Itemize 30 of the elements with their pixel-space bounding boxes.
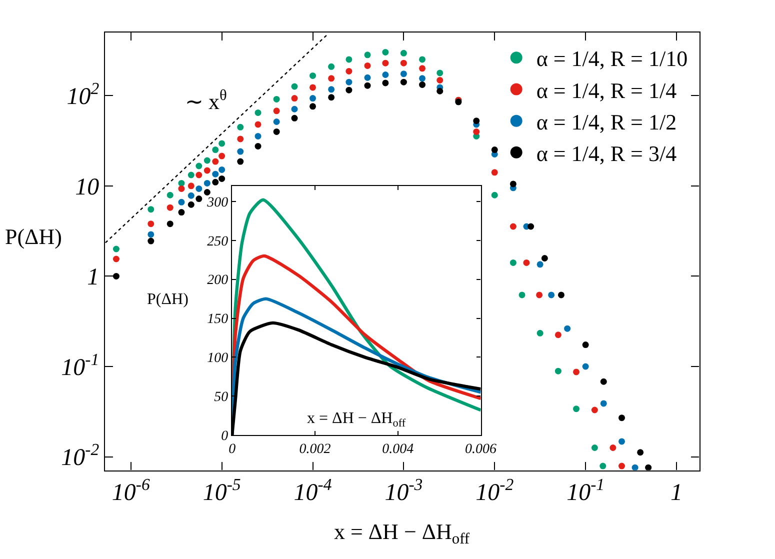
legend-label: α = 1/4, R = 1/2 bbox=[536, 109, 677, 134]
x-axis-title: x = ΔH − ΔH$_{off}$ bbox=[334, 519, 470, 548]
x-tick-label: 10$^{-1}$ bbox=[566, 475, 605, 506]
x-tick-label: 10$^{-4}$ bbox=[294, 475, 332, 506]
y-axis-title: P(ΔH) bbox=[147, 291, 188, 308]
y-tick-label: 10 bbox=[75, 174, 100, 200]
y-tick-label: 150 bbox=[207, 312, 228, 328]
legend-label: α = 1/4, R = 1/10 bbox=[536, 46, 688, 72]
legend-label: α = 1/4, R = 1/4 bbox=[536, 78, 677, 103]
y-tick-label: 10$^{-1}$ bbox=[61, 350, 100, 381]
x-axis-title: x = ΔH − ΔH$_{off}$ bbox=[307, 410, 406, 430]
x-tick-label: 0.004 bbox=[382, 442, 414, 457]
y-tick-label: 1 bbox=[87, 264, 100, 291]
y-tick-label: 100 bbox=[207, 351, 228, 366]
y-tick-label: 200 bbox=[207, 273, 228, 288]
x-tick-label: 10$^{-3}$ bbox=[384, 475, 423, 506]
x-tick-label: 0.006 bbox=[465, 442, 497, 457]
legend-label: α = 1/4, R = 3/4 bbox=[536, 141, 677, 166]
x-tick-label: 10$^{-2}$ bbox=[476, 475, 514, 506]
x-tick-label: 0.002 bbox=[299, 442, 331, 457]
annotation: ∼ x$^{θ}$ bbox=[185, 87, 227, 114]
y-axis-title: P(ΔH) bbox=[5, 224, 62, 249]
x-tick-label: 1 bbox=[670, 480, 682, 506]
y-tick-label: 50 bbox=[214, 390, 228, 406]
y-tick-label: 250 bbox=[207, 234, 228, 250]
x-tick-label: 10$^{-6}$ bbox=[112, 475, 150, 506]
x-tick-label: 10$^{-5}$ bbox=[202, 475, 241, 506]
y-tick-label: 300 bbox=[206, 195, 228, 210]
y-tick-label: 0 bbox=[221, 428, 228, 444]
y-tick-label: 10$^{2}$ bbox=[66, 78, 100, 110]
